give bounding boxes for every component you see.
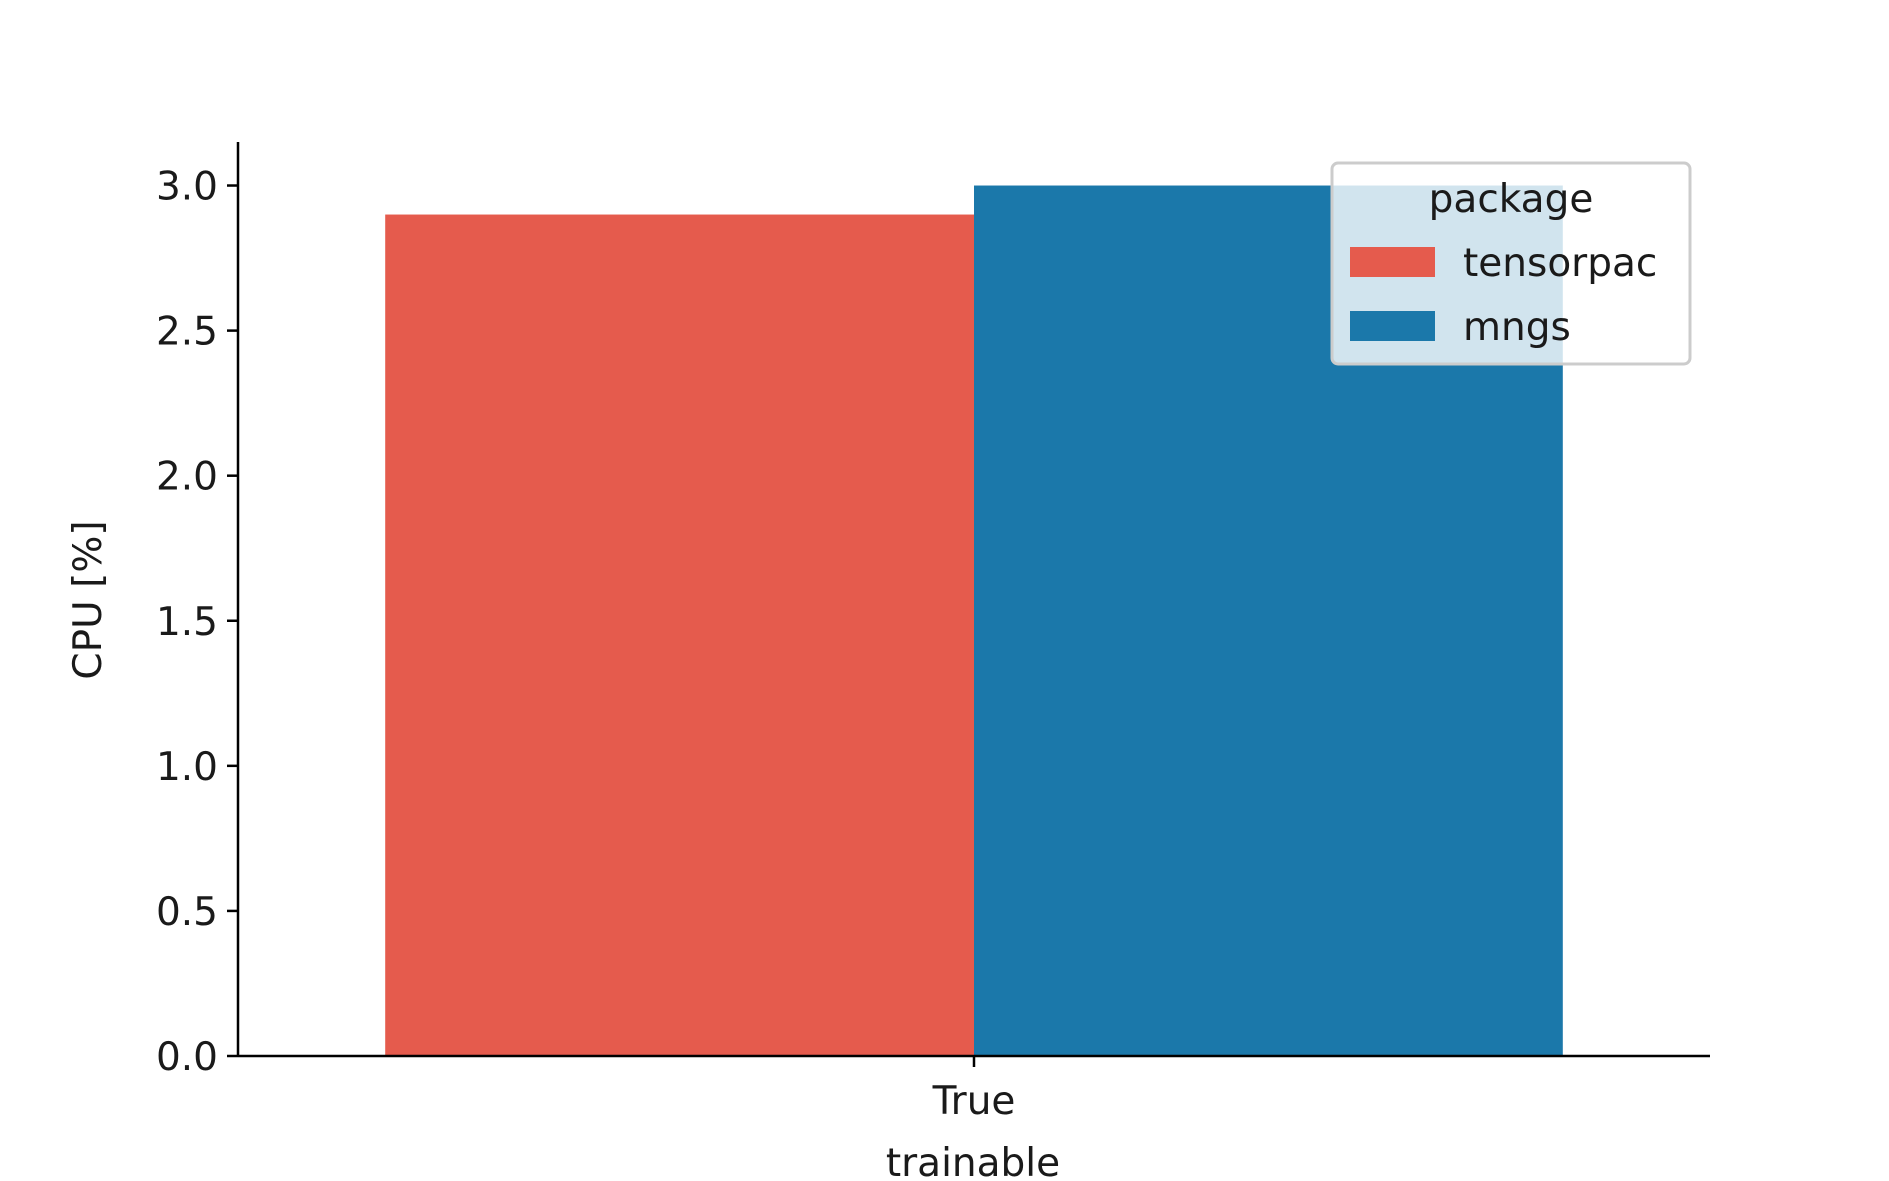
x-axis-label: trainable [886,1141,1060,1181]
y-tick-label: 2.5 [156,310,218,355]
y-tick-label: 1.5 [156,600,218,645]
legend: package tensorpac mngs [1330,161,1692,366]
y-tick-label: 2.0 [156,455,218,500]
legend-swatch-tensorpac [1350,247,1435,277]
x-tick-label: True [932,1079,1016,1124]
legend-swatch-mngs [1350,311,1435,341]
y-tick-label: 1.0 [156,745,218,790]
y-tick-label: 0.5 [156,890,218,935]
y-tick-label: 0.0 [156,1035,218,1080]
legend-label-mngs: mngs [1463,305,1571,350]
bar-tensorpac-True [385,214,974,1057]
legend-label-tensorpac: tensorpac [1463,241,1657,286]
legend-title: package [1429,177,1594,222]
y-tick-label: 3.0 [156,165,218,210]
y-axis-label: CPU [%] [66,520,111,679]
axes-layer: 0.0 0.5 1.0 1.5 2.0 2.5 3.0 True [156,142,1710,1124]
legend-entries: tensorpac mngs [1350,241,1657,350]
